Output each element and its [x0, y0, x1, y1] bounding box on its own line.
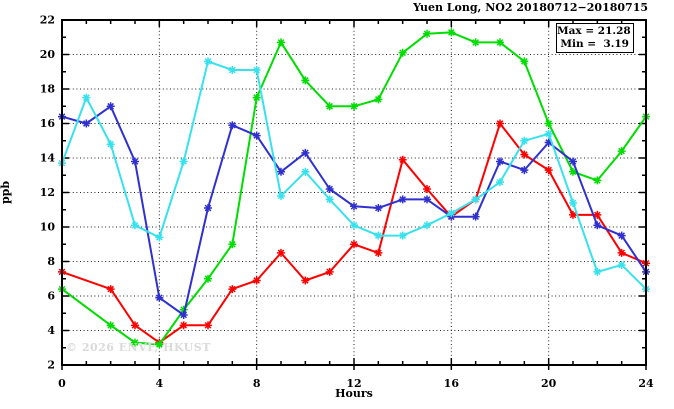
y-tick-label: 12: [40, 186, 55, 199]
series-red-line: [61, 122, 647, 344]
y-tick-label: 6: [47, 290, 55, 303]
legend-box: Max = 21.28 Min = 3.19: [556, 23, 634, 53]
y-tick-label: 14: [40, 152, 56, 165]
y-tick-label: 22: [40, 14, 55, 27]
series-green-line: [61, 31, 647, 346]
plot-border: [61, 19, 647, 366]
legend-min: Min = 3.19: [560, 38, 629, 50]
y-tick-label: 2: [47, 359, 55, 372]
y-tick-label: 10: [40, 221, 56, 234]
y-axis-label: ppb: [0, 180, 13, 205]
x-tick-label: 8: [253, 377, 261, 390]
x-tick-label: 4: [156, 377, 164, 390]
y-tick-label: 8: [47, 255, 55, 268]
x-tick-label: 16: [444, 377, 460, 390]
chart-title: Yuen Long, NO2 20180712−20180715: [413, 1, 648, 14]
y-tick-label: 18: [40, 83, 56, 96]
watermark: © 2026 ENVF, HKUST: [66, 341, 211, 354]
y-tick-label: 20: [40, 48, 56, 61]
x-tick-label: 20: [541, 377, 557, 390]
series-green-markers: [58, 28, 650, 349]
y-tick-label: 4: [47, 324, 55, 337]
x-tick-label: 24: [638, 377, 654, 390]
x-tick-label: 12: [346, 377, 361, 390]
legend-max: Max = 21.28: [557, 25, 631, 37]
y-tick-label: 16: [40, 117, 56, 130]
x-axis-label: Hours: [335, 387, 373, 400]
x-tick-label: 0: [58, 377, 66, 390]
